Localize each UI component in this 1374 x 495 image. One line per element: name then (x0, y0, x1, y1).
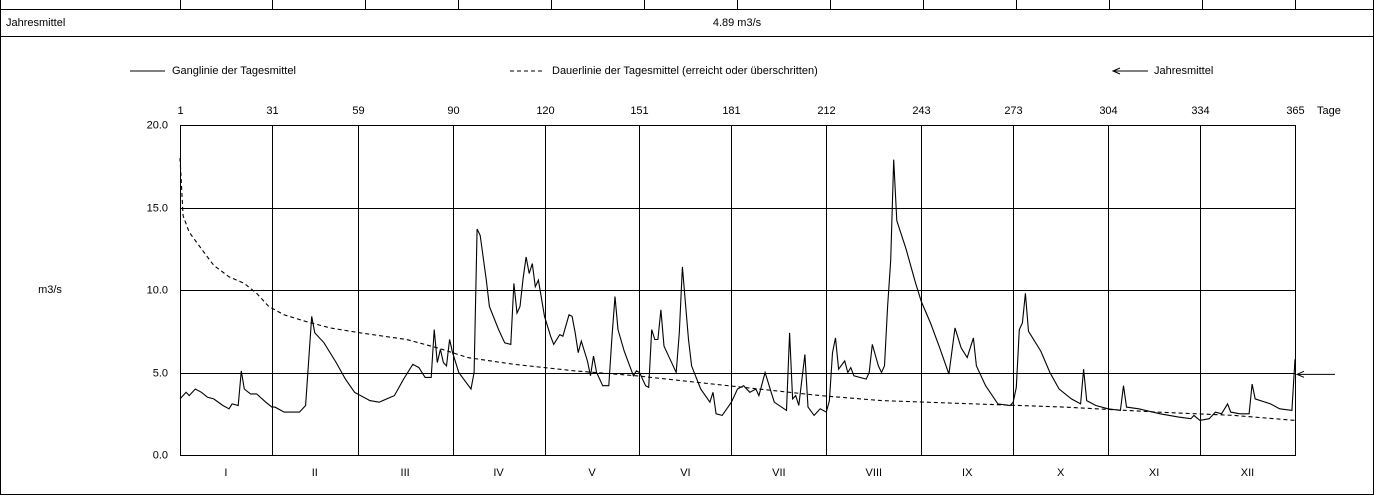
x-tick-label: 273 (1004, 105, 1022, 117)
month-label: XI (1149, 467, 1159, 479)
month-label: X (1057, 467, 1065, 479)
x-tick-label: 59 (352, 105, 364, 117)
y-tick-label: 20.0 (147, 119, 168, 131)
x-axis-label: Tage (1317, 105, 1341, 117)
x-tick-label: 181 (722, 105, 740, 117)
series-line (179, 159, 1296, 421)
x-tick-label: 90 (447, 105, 459, 117)
x-tick-label: 1 (177, 105, 183, 117)
x-tick-label: 120 (536, 105, 554, 117)
month-label: IX (962, 467, 973, 479)
legend-label: Ganglinie der Tagesmittel (172, 65, 296, 77)
month-label: V (588, 467, 596, 479)
month-label: I (224, 467, 227, 479)
series-line (179, 157, 1296, 421)
x-tick-label: 151 (630, 105, 648, 117)
month-label: VIII (866, 467, 883, 479)
month-label: XII (1241, 467, 1254, 479)
legend-arrow (1111, 67, 1148, 75)
month-label: VI (680, 467, 690, 479)
y-tick-label: 0.0 (153, 449, 168, 461)
x-tick-label: 243 (912, 105, 930, 117)
annual-mean-arrow (1295, 370, 1335, 378)
legend-label: Jahresmittel (1154, 65, 1213, 77)
y-tick-label: 10.0 (147, 284, 168, 296)
x-tick-label: 212 (817, 105, 835, 117)
row-value: 4.89 m3/s (713, 17, 762, 29)
row-label: Jahresmittel (6, 17, 65, 29)
y-tick-label: 5.0 (153, 367, 168, 379)
month-label: II (312, 467, 318, 479)
month-label: VII (772, 467, 785, 479)
x-tick-label: 334 (1191, 105, 1209, 117)
legend-label: Dauerlinie der Tagesmittel (erreicht ode… (552, 65, 818, 77)
x-tick-label: 365 (1286, 105, 1304, 117)
month-label: IV (493, 467, 504, 479)
x-tick-label: 304 (1099, 105, 1117, 117)
y-tick-label: 15.0 (147, 202, 168, 214)
x-tick-label: 31 (266, 105, 278, 117)
y-axis-label: m3/s (38, 284, 62, 296)
month-label: III (401, 467, 410, 479)
